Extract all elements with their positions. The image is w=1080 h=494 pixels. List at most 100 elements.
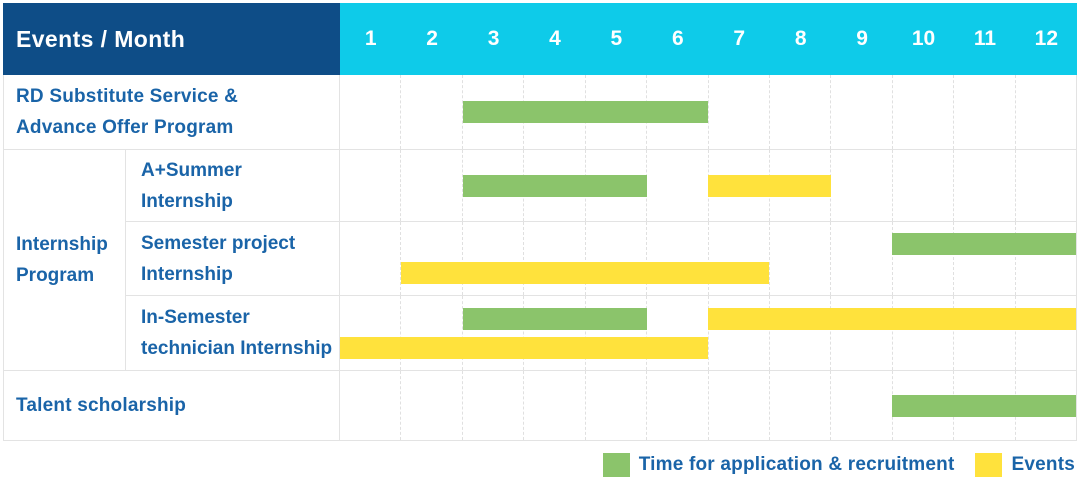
row-label-line: RD Substitute Service & <box>16 86 239 107</box>
month-column <box>768 75 830 149</box>
month-column <box>584 222 646 295</box>
month-header-8: 8 <box>794 27 807 50</box>
month-header-1: 1 <box>364 27 377 50</box>
legend-label-events: Events <box>1011 454 1075 475</box>
legend-label-application-recruitment: Time for application & recruitment <box>638 454 955 475</box>
bar-events <box>708 174 831 197</box>
month-column <box>830 296 891 370</box>
gantt-lane <box>340 394 1076 417</box>
row-label-rd-substitute-service: RD Substitute Service & Advance Offer Pr… <box>4 75 339 149</box>
month-header-5: 5 <box>610 27 623 50</box>
row-label-line: Semester project <box>141 232 296 254</box>
legend-swatch-green-icon <box>602 453 630 477</box>
row-group-label-internship-program: Internship Program <box>4 150 125 370</box>
month-column <box>768 371 830 440</box>
bar-application-recruitment <box>892 394 1076 417</box>
legend-swatch-yellow-icon <box>975 453 1003 477</box>
internship-program-subrows: A+Summer Internship Semester project Int… <box>125 150 1076 370</box>
month-column <box>1014 150 1076 221</box>
month-header-9: 9 <box>856 27 868 50</box>
month-column <box>461 296 523 370</box>
month-column <box>830 75 891 149</box>
gantt-lane <box>340 174 1076 197</box>
month-column <box>400 371 461 440</box>
month-header-strip: 1 2 3 4 5 6 7 8 9 10 11 12 <box>340 3 1077 75</box>
month-column <box>400 222 461 295</box>
gantt-grid-rd-substitute-service <box>339 75 1076 149</box>
header-events-month-cell: Events / Month <box>3 3 340 75</box>
month-header-11: 11 <box>973 27 997 50</box>
month-column <box>523 371 584 440</box>
month-column <box>830 371 891 440</box>
gantt-lane <box>340 101 1076 123</box>
month-column <box>768 222 830 295</box>
month-column <box>461 75 523 149</box>
month-column <box>646 371 707 440</box>
month-column <box>461 222 523 295</box>
month-column <box>1014 222 1076 295</box>
month-header-12: 12 <box>1034 27 1059 50</box>
month-column <box>523 222 584 295</box>
month-column <box>891 75 953 149</box>
gantt-lane <box>340 233 1076 255</box>
month-column <box>646 296 707 370</box>
row-rd-substitute-service: RD Substitute Service & Advance Offer Pr… <box>4 75 1076 149</box>
month-column <box>707 371 769 440</box>
month-header-3: 3 <box>487 27 500 50</box>
row-label-line: Internship <box>141 190 233 212</box>
month-column <box>830 222 891 295</box>
month-column <box>707 75 769 149</box>
row-label-line: Advance Offer Program <box>16 117 234 138</box>
month-column <box>707 222 769 295</box>
month-column <box>400 150 461 221</box>
month-column <box>891 150 953 221</box>
header-title: Events / Month <box>16 25 186 52</box>
row-label-in-semester-technician-internship: In-Semester technician Internship <box>126 296 339 370</box>
month-column <box>646 222 707 295</box>
row-semester-project-internship: Semester project Internship <box>126 221 1076 295</box>
month-header-6: 6 <box>671 27 684 50</box>
bar-application-recruitment <box>462 307 647 330</box>
month-column <box>584 296 646 370</box>
row-label-talent-scholarship: Talent scholarship <box>4 371 339 440</box>
legend: Time for application & recruitment Event… <box>602 453 1075 477</box>
row-a-summer-internship: A+Summer Internship <box>126 150 1076 221</box>
gantt-grid-talent-scholarship <box>339 371 1076 440</box>
month-header-2: 2 <box>426 27 438 50</box>
month-column <box>1014 296 1076 370</box>
month-column <box>1014 75 1076 149</box>
gantt-lane <box>340 307 1076 330</box>
row-label-line: In-Semester <box>141 307 250 328</box>
row-label-line: technician Internship <box>141 338 333 359</box>
month-column <box>891 222 953 295</box>
month-column <box>523 296 584 370</box>
bar-application-recruitment <box>462 101 708 123</box>
group-label-line: Internship <box>16 234 108 255</box>
gantt-lane <box>340 262 1076 284</box>
month-column <box>400 296 461 370</box>
month-column <box>953 75 1014 149</box>
gantt-lane <box>340 336 1076 359</box>
table-header-row: Events / Month 1 2 3 4 5 6 7 8 9 10 11 12 <box>3 3 1077 75</box>
month-column <box>953 296 1014 370</box>
bar-events <box>708 307 1076 330</box>
row-talent-scholarship: Talent scholarship <box>4 370 1076 440</box>
row-in-semester-technician-internship: In-Semester technician Internship <box>126 295 1076 370</box>
month-column <box>953 150 1014 221</box>
bar-events <box>340 336 708 359</box>
gantt-grid-a-summer-internship <box>339 150 1076 221</box>
month-header-7: 7 <box>733 27 746 50</box>
month-column <box>891 296 953 370</box>
table-body: RD Substitute Service & Advance Offer Pr… <box>3 75 1077 441</box>
month-column <box>461 150 523 221</box>
month-header-10: 10 <box>911 27 936 50</box>
bar-application-recruitment <box>462 174 647 197</box>
month-column <box>830 150 891 221</box>
month-column <box>400 75 461 149</box>
internship-program-group: Internship Program A+Summer Internship S… <box>4 149 1076 370</box>
schedule-table: Events / Month 1 2 3 4 5 6 7 8 9 10 11 12 RD Substi… <box>3 3 1077 441</box>
month-column <box>707 296 769 370</box>
bar-application-recruitment <box>892 233 1076 255</box>
bar-events <box>401 262 770 284</box>
